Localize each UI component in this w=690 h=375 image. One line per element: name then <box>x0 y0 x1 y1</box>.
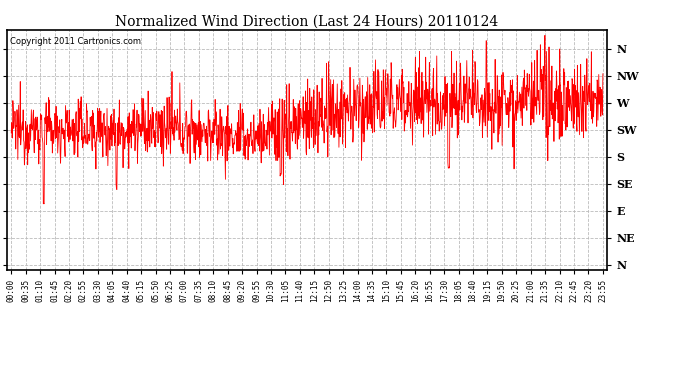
Text: Copyright 2011 Cartronics.com: Copyright 2011 Cartronics.com <box>10 37 141 46</box>
Title: Normalized Wind Direction (Last 24 Hours) 20110124: Normalized Wind Direction (Last 24 Hours… <box>115 15 499 29</box>
